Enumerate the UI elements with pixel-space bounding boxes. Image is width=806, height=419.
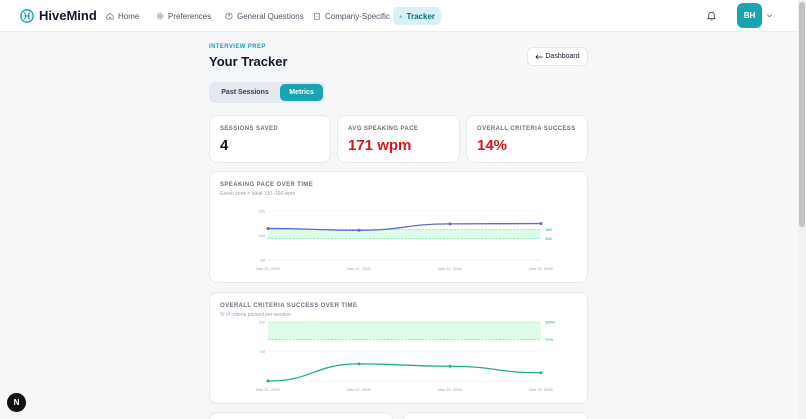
chart-subtitle: % of criteria passed per session	[220, 312, 291, 318]
x-tick-label: Mar 22, 2026	[438, 387, 462, 392]
x-tick-label: Mar 22, 2026	[256, 387, 280, 392]
brand[interactable]: HiveMind	[20, 8, 97, 23]
data-point	[539, 222, 543, 226]
stat-label: AVG SPEAKING PACE	[348, 126, 419, 132]
help-circle-icon	[225, 12, 233, 20]
nav-item-label: Company-Specific	[325, 11, 390, 21]
series-line	[267, 222, 542, 231]
band-high-label: 100%	[545, 320, 556, 325]
nav-item-company-specific[interactable]: Company-Specific	[307, 7, 396, 25]
speaking-pace-chart: 160 130 220 140 60 Mar 22, 2026 Mar 22, 2026 Ma…	[256, 209, 553, 272]
tab-past-sessions[interactable]: Past Sessions	[221, 89, 269, 96]
x-tick-label: Mar 22, 2026	[256, 266, 280, 271]
x-tick-label: Mar 22, 2026	[529, 387, 553, 392]
stat-label: OVERALL CRITERIA SUCCESS	[477, 126, 576, 132]
stat-value: 4	[220, 137, 229, 154]
data-point	[357, 228, 361, 232]
x-tick-label: Mar 22, 2026	[347, 387, 371, 392]
nav-item-label: Home	[118, 11, 140, 21]
avg-speaking-pace-card: AVG SPEAKING PACE 171 wpm	[337, 115, 460, 163]
chart-title: SPEAKING PACE OVER TIME	[220, 182, 314, 188]
x-tick-label: Mar 22, 2026	[438, 266, 462, 271]
data-point	[266, 379, 270, 383]
x-tick-label: Mar 22, 2026	[347, 266, 371, 271]
speaking-pace-chart-card: SPEAKING PACE OVER TIME Green zone = ide…	[209, 171, 588, 283]
view-tabs: Past Sessions Metrics	[209, 82, 325, 103]
brand-name: HiveMind	[39, 8, 97, 23]
data-point	[448, 364, 452, 368]
nav-item-label: Tracker	[406, 11, 435, 21]
building-icon	[314, 12, 320, 20]
home-icon	[106, 12, 114, 20]
stat-value: 14%	[477, 137, 508, 154]
y-tick-label: 60	[261, 258, 266, 263]
nav-item-label: Preferences	[168, 11, 212, 21]
dashboard-button-label: Dashboard	[545, 53, 580, 60]
y-tick-label: 50	[261, 349, 266, 354]
dashboard-button[interactable]: Dashboard	[527, 47, 588, 66]
chart-icon	[399, 15, 403, 18]
chart-subtitle: Green zone = ideal 130–160 wpm	[220, 191, 296, 197]
nav-item-preferences[interactable]: Preferences	[150, 7, 217, 25]
chart-title: OVERALL CRITERIA SUCCESS OVER TIME	[220, 303, 358, 309]
top-nav: HiveMind Home Preferences General Questi…	[0, 0, 798, 32]
stat-value: 171 wpm	[348, 137, 412, 154]
criteria-success-chart: 100% 70% 100 50 Mar 22, 2026 Mar 22, 2026 Mar …	[256, 320, 556, 393]
nav-item-label: General Questions	[237, 11, 304, 21]
y-tick-label: 140	[258, 233, 265, 238]
stat-label: SESSIONS SAVED	[220, 126, 279, 132]
eyebrow: INTERVIEW PREP	[209, 44, 266, 50]
data-point	[448, 222, 452, 226]
nav-item-general-questions[interactable]: General Questions	[219, 7, 310, 25]
x-tick-label: Mar 22, 2026	[529, 266, 553, 271]
bottom-card-left	[209, 412, 393, 419]
bottom-card-right	[403, 412, 588, 419]
page-title: Your Tracker	[209, 54, 288, 69]
data-point	[539, 371, 543, 375]
sessions-saved-card: SESSIONS SAVED 4	[209, 115, 331, 163]
avatar[interactable]: BH	[737, 3, 762, 28]
band-high-label: 160	[545, 227, 552, 232]
ideal-zone-band	[268, 322, 541, 340]
criteria-success-chart-card: OVERALL CRITERIA SUCCESS OVER TIME % of …	[209, 292, 588, 404]
tab-metrics[interactable]: Metrics	[280, 84, 323, 101]
nav-item-tracker[interactable]: Tracker	[393, 7, 441, 25]
ideal-zone-band	[268, 229, 541, 239]
arrow-left-icon	[535, 54, 543, 59]
data-point	[357, 362, 361, 366]
gear-icon	[156, 12, 164, 20]
hive-logo-icon	[20, 8, 34, 23]
bell-icon[interactable]	[706, 10, 717, 21]
scrollbar-thumb[interactable]	[799, 2, 805, 227]
chevron-down-icon[interactable]	[766, 12, 773, 19]
y-tick-label: 100	[258, 320, 265, 325]
y-tick-label: 220	[258, 209, 265, 214]
data-point	[266, 226, 270, 230]
band-low-label: 70%	[545, 337, 553, 342]
nav-item-home[interactable]: Home	[100, 7, 145, 25]
band-low-label: 130	[545, 236, 552, 241]
series-line	[267, 363, 542, 382]
nextjs-dev-button[interactable]: N	[7, 393, 26, 412]
criteria-success-card: OVERALL CRITERIA SUCCESS 14%	[466, 115, 588, 163]
